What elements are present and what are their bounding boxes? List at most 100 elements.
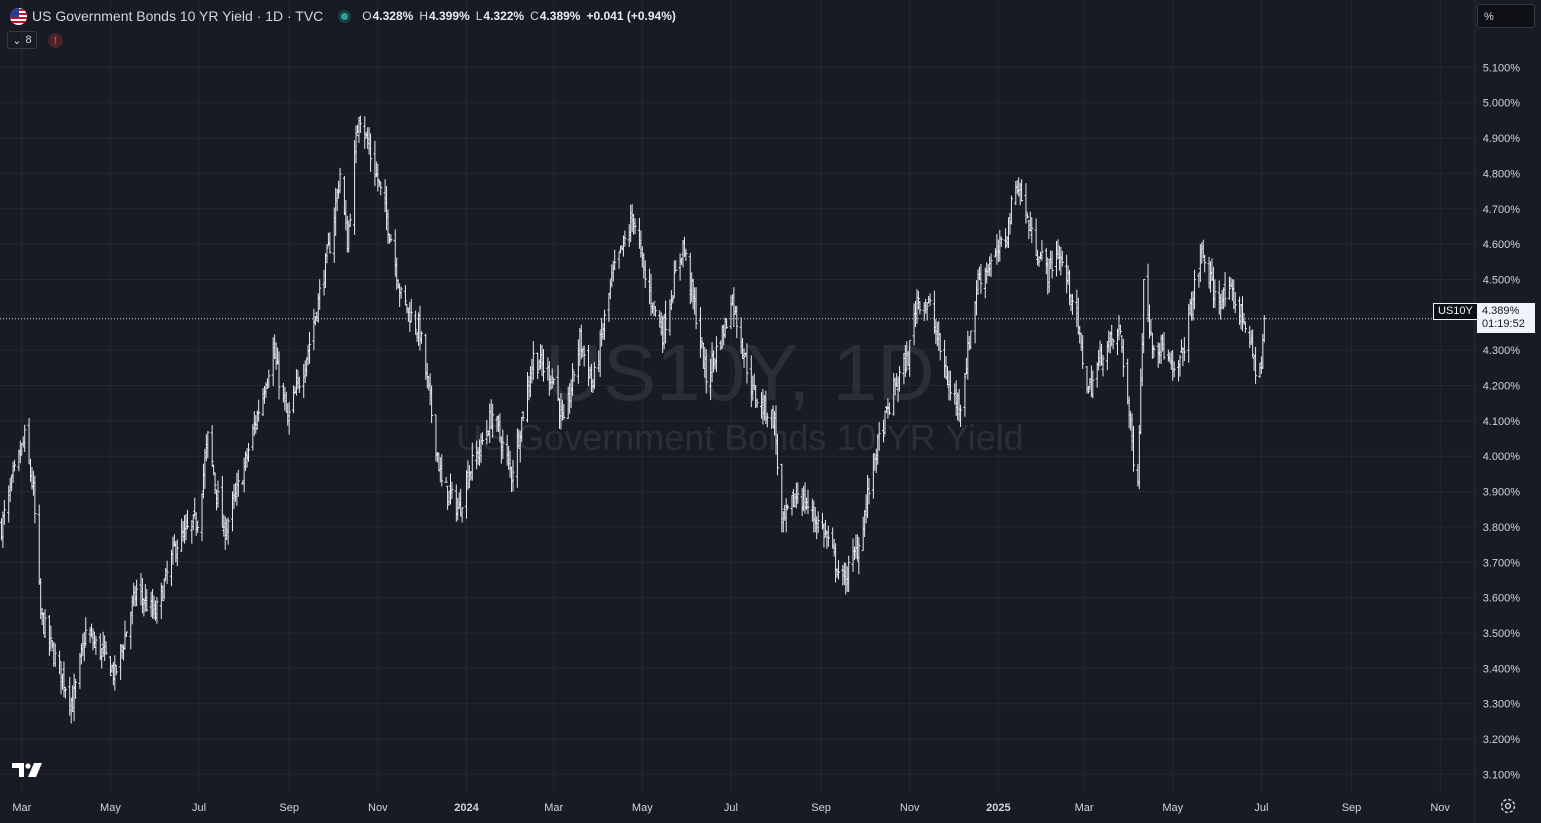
ohlc-bar <box>27 418 31 464</box>
ohlc-bar <box>765 412 769 428</box>
y-tick-label: 4.300% <box>1483 345 1521 357</box>
ohlc-bar <box>155 597 159 624</box>
ohlc-bar <box>1223 271 1227 307</box>
ohlc-bar <box>1050 250 1054 279</box>
ohlc-bar <box>552 378 556 385</box>
tradingview-logo-icon[interactable] <box>12 761 44 779</box>
ohlc-bar <box>674 260 678 272</box>
ohlc-bar <box>23 424 27 452</box>
ohlc-bar <box>1243 321 1247 333</box>
ohlc-bar <box>1233 291 1237 314</box>
ohlc-bar <box>836 560 840 580</box>
low-value: 4.322% <box>483 9 525 23</box>
ohlc-bar <box>409 299 413 323</box>
ohlc-bar <box>755 398 759 408</box>
ohlc-bar <box>775 433 779 476</box>
y-tick-label: 3.600% <box>1483 593 1521 605</box>
ohlc-bar <box>104 641 108 655</box>
ohlc-bar <box>959 404 963 428</box>
x-tick-label: Jul <box>724 802 738 814</box>
y-tick-label: 3.700% <box>1483 557 1521 569</box>
ohlc-bar <box>796 482 800 504</box>
x-tick-label: Nov <box>368 802 388 814</box>
y-tick-label: 3.900% <box>1483 487 1521 499</box>
ohlc-bar <box>1251 329 1255 358</box>
ohlc-bar <box>162 578 166 600</box>
ohlc-bar <box>135 579 139 607</box>
ohlc-bar <box>694 287 698 330</box>
ohlc-bar <box>43 609 47 639</box>
ohlc-bar <box>114 664 118 676</box>
y-tick-label: 3.300% <box>1483 699 1521 711</box>
market-status-icon[interactable] <box>341 12 349 20</box>
ohlc-bar <box>13 459 17 472</box>
ohlc-bar <box>53 643 57 667</box>
ohlc-bar <box>18 440 22 464</box>
ohlc-bar <box>200 493 204 542</box>
ohlc-bar <box>652 301 656 317</box>
ohlc-bar <box>745 343 749 384</box>
ohlc-bar <box>1203 254 1207 273</box>
symbol-title[interactable]: US Government Bonds 10 YR Yield · 1D · T… <box>32 8 324 24</box>
ohlc-bar <box>948 370 952 401</box>
ohlc-bar <box>399 286 403 299</box>
ohlc-bar <box>704 349 708 394</box>
ohlc-bar <box>206 431 210 459</box>
y-tick-label: 4.200% <box>1483 381 1521 393</box>
ohlc-bar <box>826 525 830 547</box>
ohlc-bar <box>257 399 261 422</box>
ohlc-bar <box>308 331 312 364</box>
ohlc-bar <box>1040 240 1044 261</box>
open-key: O <box>362 9 372 23</box>
ohlc-bar <box>908 339 912 377</box>
price-bars <box>0 115 1266 724</box>
ohlc-bar <box>480 432 484 445</box>
ohlc-bar <box>925 302 929 321</box>
y-tick-label: 4.000% <box>1483 451 1521 463</box>
ohlc-bar <box>678 253 682 281</box>
ohlc-bar <box>623 230 627 247</box>
ohlc-values: O4.328% H4.399% L4.322% C4.389% +0.041 (… <box>362 9 676 23</box>
y-tick-label: 4.600% <box>1483 239 1521 251</box>
ohlc-bar <box>2 500 6 525</box>
ohlc-bar <box>165 560 169 584</box>
x-tick-label: Mar <box>1075 802 1094 814</box>
symbol-legend: US Government Bonds 10 YR Yield · 1D · T… <box>10 6 676 26</box>
x-tick-label: Nov <box>1430 802 1450 814</box>
ohlc-bar <box>389 234 393 242</box>
ohlc-bar <box>571 363 575 396</box>
y-tick-label: 4.700% <box>1483 204 1521 216</box>
last-price-symbol-tag: US10Y <box>1433 303 1478 320</box>
x-tick-label: 2025 <box>986 802 1010 814</box>
ohlc-bar <box>898 366 902 392</box>
ohlc-bar <box>541 349 545 382</box>
ohlc-bar <box>1152 345 1156 358</box>
y-tick-label: 4.500% <box>1483 274 1521 286</box>
ohlc-bar <box>887 402 891 415</box>
ohlc-bar <box>108 655 112 676</box>
unit-selector[interactable]: % <box>1477 4 1535 28</box>
gear-icon[interactable] <box>1499 797 1517 815</box>
ohlc-bar <box>999 236 1003 247</box>
x-tick-label: Sep <box>279 802 299 814</box>
open-value: 4.328% <box>372 9 414 23</box>
us-flag-icon <box>10 7 27 25</box>
y-tick-label: 3.500% <box>1483 628 1521 640</box>
ohlc-bar <box>918 301 922 315</box>
ohlc-bar <box>806 489 810 515</box>
ohlc-bar <box>556 365 560 402</box>
ohlc-bar <box>1025 212 1029 219</box>
indicators-toggle-button[interactable]: ⌄ 8 <box>7 31 37 49</box>
alert-icon[interactable]: ! <box>48 33 63 48</box>
x-tick-label: May <box>632 802 653 814</box>
ohlc-bar <box>847 555 851 593</box>
bar-countdown: 01:19:52 <box>1482 318 1525 330</box>
ohlc-bar <box>989 253 993 278</box>
ohlc-bar <box>877 421 881 451</box>
ohlc-bar <box>1118 324 1122 335</box>
ohlc-bar <box>531 340 535 380</box>
ohlc-bar <box>297 376 301 393</box>
y-tick-label: 3.200% <box>1483 734 1521 746</box>
ohlc-bar <box>267 369 271 389</box>
